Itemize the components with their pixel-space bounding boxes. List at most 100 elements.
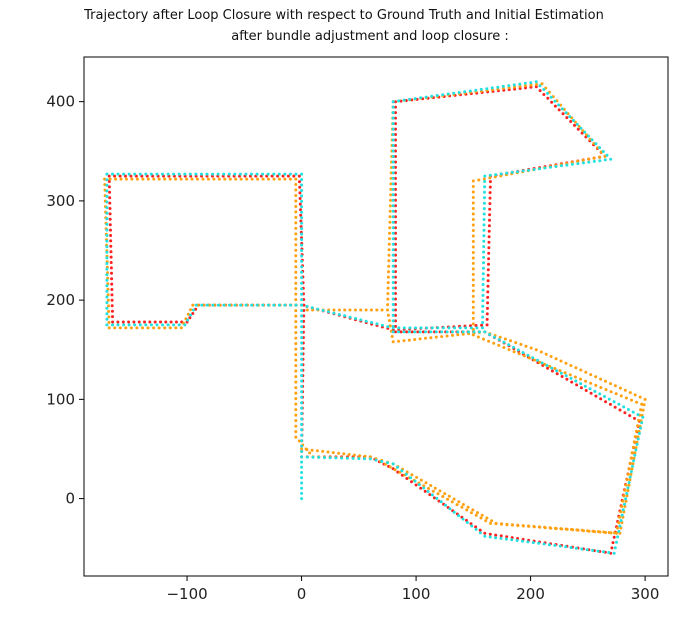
trajectory-point bbox=[105, 273, 109, 277]
trajectory-point bbox=[433, 486, 437, 490]
trajectory-point bbox=[480, 323, 484, 327]
trajectory-point bbox=[394, 133, 397, 136]
trajectory-point bbox=[370, 321, 374, 324]
trajectory-point bbox=[553, 99, 557, 103]
trajectory-point bbox=[482, 239, 486, 243]
trajectory-point bbox=[300, 428, 304, 432]
trajectory-point bbox=[599, 386, 603, 389]
trajectory-point bbox=[110, 288, 114, 291]
trajectory-point bbox=[485, 516, 489, 520]
trajectory-point bbox=[538, 525, 542, 529]
trajectory-point bbox=[146, 326, 150, 330]
trajectory-point bbox=[300, 254, 304, 258]
trajectory-point bbox=[391, 155, 395, 158]
trajectory-point bbox=[394, 215, 397, 219]
trajectory-point bbox=[612, 535, 616, 539]
trajectory-point bbox=[294, 408, 298, 412]
trajectory-point bbox=[222, 172, 226, 176]
trajectory-point bbox=[481, 272, 485, 276]
trajectory-point bbox=[300, 412, 304, 415]
trajectory-point bbox=[294, 314, 298, 318]
trajectory-point bbox=[391, 253, 395, 257]
trajectory-point bbox=[138, 323, 142, 327]
trajectory-point bbox=[132, 320, 136, 324]
trajectory-point bbox=[300, 406, 304, 410]
trajectory-point bbox=[489, 521, 492, 525]
trajectory-point bbox=[629, 456, 633, 460]
trajectory-point bbox=[127, 320, 131, 324]
trajectory-point bbox=[618, 408, 622, 412]
trajectory-point bbox=[137, 320, 141, 324]
trajectory-point bbox=[294, 320, 298, 324]
trajectory-point bbox=[482, 223, 486, 227]
trajectory-point bbox=[414, 483, 418, 487]
trajectory-point bbox=[471, 333, 475, 337]
trajectory-point bbox=[461, 330, 465, 334]
trajectory-point bbox=[108, 201, 112, 205]
trajectory-point bbox=[589, 391, 593, 395]
trajectory-point bbox=[424, 95, 428, 99]
trajectory-point bbox=[457, 500, 461, 504]
trajectory-point bbox=[163, 177, 167, 181]
trajectory-point bbox=[488, 180, 492, 184]
trajectory-point bbox=[105, 239, 109, 243]
trajectory-point bbox=[426, 490, 430, 493]
trajectory-point bbox=[391, 144, 395, 147]
trajectory-point bbox=[186, 312, 190, 316]
trajectory-point bbox=[410, 330, 414, 334]
trajectory-point bbox=[394, 253, 397, 257]
trajectory-point bbox=[394, 111, 397, 115]
trajectory-point bbox=[321, 449, 325, 453]
trajectory-point bbox=[507, 84, 511, 88]
trajectory-point bbox=[607, 551, 611, 554]
trajectory-point bbox=[186, 318, 190, 322]
trajectory-point bbox=[576, 528, 580, 532]
trajectory-point bbox=[105, 295, 109, 299]
trajectory-point bbox=[461, 332, 465, 336]
trajectory-point bbox=[421, 330, 425, 334]
trajectory-point bbox=[575, 383, 579, 387]
trajectory-point bbox=[244, 303, 248, 307]
trajectory-point bbox=[408, 326, 412, 330]
trajectory-point bbox=[628, 478, 632, 482]
trajectory-point bbox=[294, 270, 298, 274]
trajectory-point bbox=[294, 413, 298, 417]
trajectory-point bbox=[394, 286, 397, 290]
trajectory-point bbox=[294, 237, 298, 241]
trajectory-point bbox=[105, 267, 109, 271]
trajectory-point bbox=[481, 315, 485, 319]
trajectory-point bbox=[152, 177, 156, 181]
trajectory-point bbox=[570, 380, 574, 384]
trajectory-point bbox=[402, 330, 406, 334]
trajectory-point bbox=[388, 231, 392, 235]
trajectory-point bbox=[323, 456, 326, 460]
trajectory-point bbox=[391, 281, 395, 284]
trajectory-point bbox=[482, 177, 486, 181]
trajectory-point bbox=[386, 325, 390, 329]
trajectory-point bbox=[635, 400, 639, 404]
trajectory-point bbox=[477, 178, 481, 182]
trajectory-point bbox=[391, 270, 395, 274]
trajectory-point bbox=[526, 353, 530, 357]
trajectory-point bbox=[581, 158, 585, 162]
trajectory-point bbox=[488, 202, 492, 206]
trajectory-point bbox=[618, 386, 622, 390]
trajectory-point bbox=[149, 323, 153, 327]
trajectory-point bbox=[429, 484, 433, 487]
trajectory-point bbox=[394, 308, 397, 312]
trajectory-point bbox=[391, 187, 395, 191]
trajectory-point bbox=[332, 311, 336, 315]
trajectory-point bbox=[549, 526, 553, 530]
trajectory-point bbox=[300, 270, 304, 274]
trajectory-point bbox=[456, 333, 460, 337]
trajectory-point bbox=[391, 133, 395, 136]
trajectory-point bbox=[144, 172, 148, 176]
trajectory-point bbox=[298, 197, 302, 200]
trajectory-point bbox=[299, 208, 302, 212]
trajectory-point bbox=[469, 522, 473, 526]
trajectory-point bbox=[494, 536, 498, 540]
trajectory-point bbox=[394, 127, 397, 131]
trajectory-point bbox=[631, 445, 635, 449]
trajectory-point bbox=[391, 176, 395, 180]
